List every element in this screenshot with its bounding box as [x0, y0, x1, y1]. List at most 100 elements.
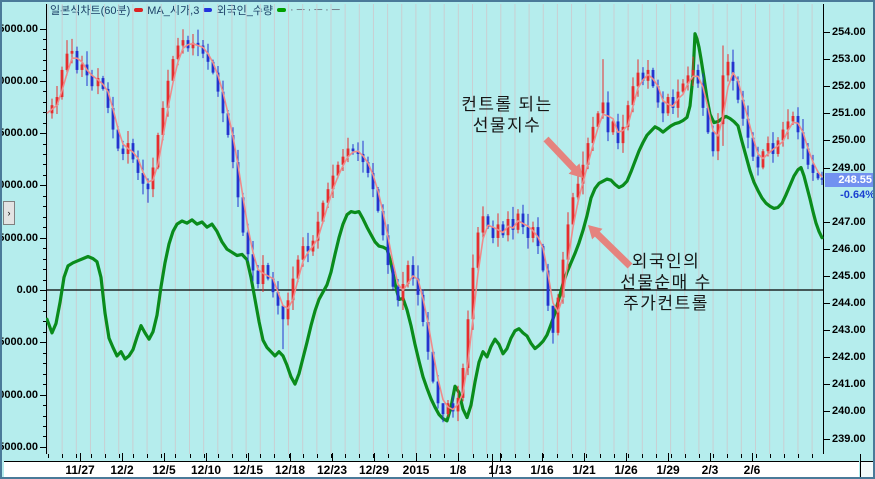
minor-tickmark [486, 454, 488, 458]
right-axis-tick: 250.00 [832, 134, 866, 147]
minor-tickmark [302, 454, 304, 458]
right-axis-tick: 246.00 [832, 242, 866, 255]
left-axis-tickmark [43, 38, 46, 40]
minor-tickmark [76, 454, 78, 458]
date-tickmark [500, 453, 501, 461]
right-axis-tick: 245.00 [832, 269, 866, 282]
left-axis-tickmark [43, 373, 46, 375]
minor-tickmark [217, 454, 219, 458]
left-axis-tickmark [43, 384, 46, 386]
minor-tickmark [557, 454, 559, 458]
left-axis-tickmark [43, 70, 46, 72]
legend-ma-label: MA_시가,3 [147, 4, 200, 17]
minor-tickmark [543, 454, 545, 458]
left-axis-tickmark [43, 352, 46, 354]
minor-tickmark [104, 454, 106, 458]
minor-tickmark [203, 454, 205, 458]
right-axis-tickmark [824, 438, 830, 440]
minor-tickmark [670, 454, 672, 458]
minor-tickmark [373, 454, 375, 458]
minor-tickmark [444, 454, 446, 458]
annotation-futures-index: 컨트롤 되는 선물지수 [461, 95, 553, 135]
chart-plot-area[interactable] [46, 4, 824, 454]
minor-tickmark [769, 454, 771, 458]
right-axis-tick: 239.00 [832, 432, 866, 445]
date-tickmark [332, 453, 333, 461]
date-label: 12/23 [316, 463, 348, 477]
legend-foreign-label: 외국인_수량 [216, 4, 274, 17]
right-axis-tick: 243.00 [832, 324, 866, 337]
date-label: 2/6 [743, 463, 761, 477]
axis-divider [860, 454, 861, 477]
collapse-panel-button[interactable]: › [3, 201, 15, 225]
left-axis-tickmark [43, 300, 46, 302]
date-tickmark [122, 453, 123, 461]
left-axis-tickmark [43, 143, 46, 145]
chart-legend: 일본식차트(60분) MA_시가,3 외국인_수량 · ─ · ─ · ─ [50, 3, 340, 17]
date-tickmark [584, 453, 585, 461]
minor-tickmark [415, 454, 417, 458]
left-axis-tickmark [40, 28, 46, 30]
right-axis-tickmark [824, 384, 830, 386]
ma-series-marker-icon [134, 7, 144, 12]
minor-tickmark [260, 454, 262, 458]
right-axis-tick: 254.00 [832, 26, 866, 38]
right-axis-tickmark [824, 411, 830, 413]
minor-tickmark [514, 454, 516, 458]
minor-tickmark [118, 454, 120, 458]
axis-corner [860, 461, 873, 477]
minor-tickmark [472, 454, 474, 458]
left-axis-tickmark [43, 321, 46, 323]
left-axis-tick: 10000.00 [2, 179, 38, 192]
right-axis-tick: 249.00 [832, 161, 866, 174]
right-axis-tick: 244.00 [832, 297, 866, 309]
left-axis-tickmark [43, 227, 46, 229]
left-axis-tickmark [40, 80, 46, 82]
right-axis-tick: 240.00 [832, 405, 866, 418]
left-axis-tickmark [43, 310, 46, 312]
foreign-volume-marker-icon [203, 7, 213, 12]
left-axis-tickmark [43, 269, 46, 271]
minor-tickmark [783, 454, 785, 458]
minor-tickmark [274, 454, 276, 458]
date-tickmark [164, 453, 165, 461]
left-axis-tickmark [43, 206, 46, 208]
date-tickmark [80, 453, 81, 461]
right-axis-tick: 247.00 [832, 215, 866, 228]
minor-tickmark [387, 454, 389, 458]
left-axis-tickmark [43, 248, 46, 250]
left-axis-tickmark [43, 122, 46, 124]
minor-tickmark [698, 454, 700, 458]
date-label: 2/3 [701, 463, 719, 477]
left-axis-tick: -5000.00 [2, 336, 38, 349]
minor-tickmark [585, 454, 587, 458]
date-label: 12/18 [274, 463, 306, 477]
left-axis-tickmark [40, 133, 46, 135]
right-axis-tick: 242.00 [832, 351, 866, 364]
left-axis-tickmark [43, 174, 46, 176]
minor-tickmark [161, 454, 163, 458]
right-axis-tickmark [824, 140, 830, 142]
minor-tickmark [331, 454, 332, 458]
left-axis-tick: 20000.00 [2, 74, 38, 87]
last-price-badge: 248.55 [825, 172, 873, 187]
left-axis-tickmark [43, 112, 46, 114]
right-axis-tickmark [824, 303, 830, 304]
left-axis-tick: -15000.00 [2, 440, 38, 453]
minor-tickmark [90, 454, 92, 458]
right-axis-tickmark [824, 32, 830, 33]
right-axis-tickmark [824, 221, 830, 223]
left-axis-tickmark [43, 436, 46, 438]
date-label: 12/10 [190, 463, 222, 477]
right-axis-tickmark [824, 59, 830, 61]
left-axis-tickmark [43, 279, 46, 281]
minor-tickmark [147, 454, 149, 458]
right-axis-tickmark [824, 86, 830, 88]
minor-tickmark [684, 454, 686, 458]
date-tickmark [206, 453, 207, 461]
left-axis-tickmark [43, 154, 46, 156]
minor-tickmark [614, 454, 615, 458]
minor-tickmark [713, 454, 714, 458]
left-axis-tickmark [40, 185, 46, 187]
change-percent-label: -0.64% [840, 188, 875, 201]
